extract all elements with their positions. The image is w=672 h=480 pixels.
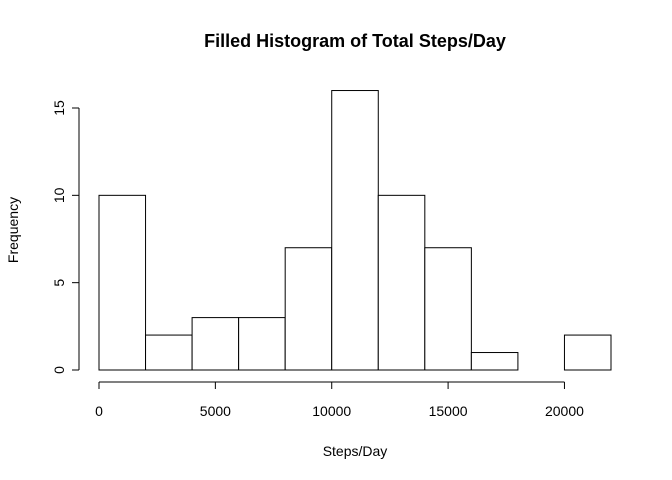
x-tick-label: 15000 xyxy=(429,403,468,419)
histogram-bar xyxy=(424,247,472,371)
y-tick-label: 5 xyxy=(51,279,67,287)
y-axis: 0 5 10 15 xyxy=(51,100,80,374)
y-axis-label: Frequency xyxy=(5,197,21,263)
histogram-bar xyxy=(284,247,333,371)
y-tick-label: 0 xyxy=(51,366,67,374)
chart-title: Filled Histogram of Total Steps/Day xyxy=(204,31,506,51)
y-tick-label: 10 xyxy=(51,187,67,203)
histogram-bar xyxy=(563,334,612,371)
x-axis-label: Steps/Day xyxy=(323,443,388,459)
x-tick-label: 20000 xyxy=(545,403,584,419)
histogram-bar xyxy=(238,317,286,371)
histogram-bar xyxy=(470,352,519,371)
histogram-bar xyxy=(191,317,240,371)
histogram-bar xyxy=(377,194,426,371)
x-tick-label: 0 xyxy=(95,403,103,419)
bars-group xyxy=(98,90,612,371)
x-axis: 0 5000 10000 15000 20000 xyxy=(95,381,584,419)
histogram-bar xyxy=(145,334,193,371)
y-tick-label: 15 xyxy=(51,100,67,116)
histogram-bar xyxy=(98,194,147,371)
x-tick-label: 10000 xyxy=(312,403,351,419)
x-tick-label: 5000 xyxy=(200,403,231,419)
histogram-bar xyxy=(331,90,379,371)
